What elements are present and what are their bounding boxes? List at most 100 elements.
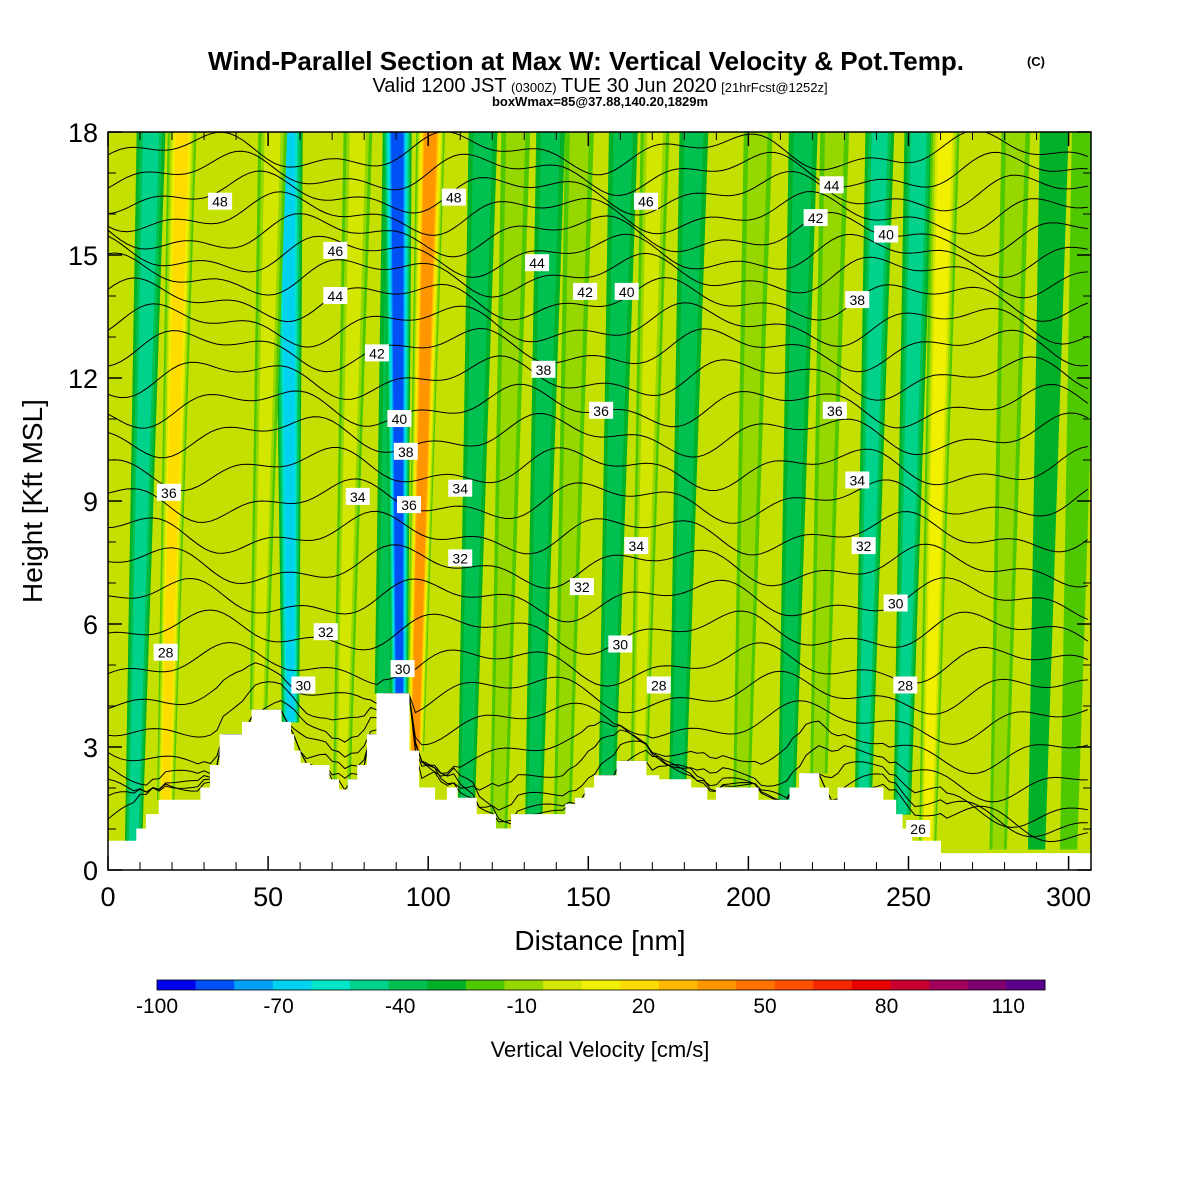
updraft-band-8-level-1 [813,132,845,774]
y-tick-label: 12 [68,364,98,394]
svg-text:48: 48 [212,194,228,210]
contour-label: 40 [874,225,899,243]
updraft-band-2-level-2 [336,132,366,791]
x-tick-label: 100 [406,882,451,912]
isentrope-45 [108,233,1088,279]
colorbar-tick-label: 80 [875,995,898,1018]
updraft-band-6-level-2 [634,132,664,762]
plot-area: 48 48 46 46 44 44 44 42 42 42 40 40 40 38 38 38 36 36 36 36… [108,132,1091,870]
isentrope-35 [108,510,1089,556]
colorbar-frame [156,979,1046,991]
svg-text:28: 28 [651,678,667,694]
vertical-velocity-field [124,132,1091,850]
updraft-band-9-level-3 [923,132,953,842]
svg-text:40: 40 [392,411,408,427]
contour-label: 30 [390,660,415,678]
updraft-band-11-level-0 [1059,132,1091,850]
downdraft-band-10-level-2 [897,132,927,815]
svg-text:42: 42 [577,284,593,300]
colorbar-swatch [388,980,428,990]
x-tick-label: 0 [100,882,115,912]
downdraft-band-11-level-0 [1027,132,1069,850]
svg-text:32: 32 [452,550,468,566]
x-axis-label: Distance [nm] [514,925,685,956]
isentrope-43 [108,277,1088,323]
svg-text:44: 44 [824,177,840,193]
svg-text:42: 42 [369,345,385,361]
svg-text:32: 32 [318,624,334,640]
isentrope-44 [108,252,1088,299]
svg-text:46: 46 [638,194,654,210]
y-tick-label: 15 [68,241,98,271]
contour-label: 30 [608,635,633,653]
colorbar-swatch [774,980,814,990]
isentrope-50 [108,132,1088,176]
x-tick-label: 300 [1046,882,1091,912]
updraft-band-4-level-1 [492,132,526,829]
colorbar-swatch [195,980,235,990]
contour-label: 40 [614,282,639,300]
svg-text:36: 36 [401,497,417,513]
colorbar-swatch [1006,980,1046,990]
colorbar-swatch [967,980,1007,990]
colorbar-swatch [813,980,853,990]
y-tick-label: 9 [83,487,98,517]
svg-text:42: 42 [808,210,824,226]
downdraft-band-1-level-4 [281,132,296,723]
contour-label: 32 [851,537,876,555]
chart-subtitle: Valid 1200 JST (0300Z) TUE 30 Jun 2020 [… [372,75,827,97]
contour-label: 48 [441,188,466,206]
svg-text:40: 40 [619,284,635,300]
isentrope-29 [108,681,1088,746]
isentrope-32 [108,609,1089,656]
contour-label: 38 [845,291,870,309]
contour-label: 36 [589,401,614,419]
updraft-band-10-level-1 [992,132,1026,850]
svg-text:30: 30 [395,661,411,677]
contour-label: 40 [387,410,412,427]
colorbar-swatch [543,980,583,990]
contour-label: 28 [153,643,178,661]
updraft-band-7-level-1 [736,132,768,788]
contour-label: 36 [156,483,181,501]
isentrope-28 [108,693,1088,775]
colorbar-swatch [272,980,312,990]
contour-label: 32 [448,549,473,567]
downdraft-band-9-level-2 [858,132,888,788]
x-tick-label: 250 [886,882,931,912]
downdraft-band-8-level-1 [781,132,813,801]
isentrope-31 [108,641,1088,687]
svg-text:30: 30 [888,596,904,612]
svg-text:38: 38 [398,444,414,460]
contour-label: 32 [313,623,338,641]
colorbar-swatch [929,980,969,990]
isentrope-41 [108,327,1088,373]
svg-text:34: 34 [849,473,865,489]
isentrope-42 [108,302,1089,348]
isentrope-40 [108,355,1089,401]
downdraft-band-4-level-1 [460,132,493,799]
contour-label: 32 [569,578,594,596]
updraft-band-1-level-2 [253,132,281,711]
svg-text:28: 28 [158,645,174,661]
svg-text:34: 34 [350,489,366,505]
colorbar-swatch [658,980,699,990]
contour-label: 26 [906,820,931,837]
colorbar-tick-label: -40 [385,995,415,1018]
contour-label: 46 [323,241,348,259]
colorbar-swatch [697,980,737,990]
isentrope-34 [108,543,1088,589]
chart-title: Wind-Parallel Section at Max W: Vertical… [208,46,964,76]
colorbar-swatch [581,980,621,990]
contour-label: 42 [573,282,598,300]
y-axis-label: Height [Kft MSL] [17,399,48,603]
isentrope-33 [108,577,1089,623]
contour-label: 28 [893,676,918,694]
colorbar-swatch [350,980,390,990]
contour-labels: 48 48 46 46 44 44 44 42 42 42 40 40 40 38 38 38 36 36 36 36… [153,176,931,837]
x-axis: 0 50 100 150 200 250 300 [100,132,1091,912]
colorbar-swatch [504,980,544,990]
contour-label: 30 [291,676,316,694]
isentrope-30 [108,662,1088,715]
svg-text:30: 30 [296,678,312,694]
